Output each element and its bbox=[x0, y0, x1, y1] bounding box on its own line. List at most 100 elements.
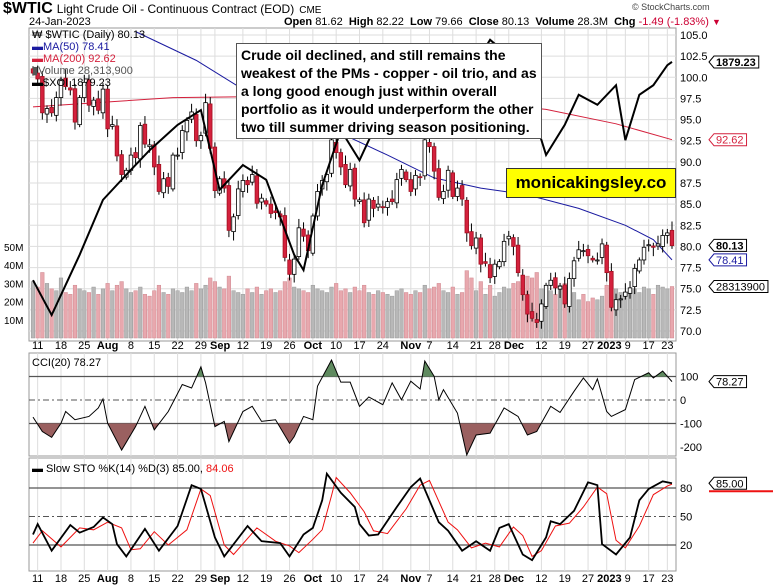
candle-body bbox=[250, 174, 255, 183]
volume-bar bbox=[306, 292, 311, 339]
candle-body bbox=[534, 319, 539, 323]
volume-bar bbox=[77, 288, 82, 339]
volume-bar bbox=[240, 294, 245, 339]
volume-bar bbox=[217, 286, 222, 339]
volume-bar bbox=[58, 277, 64, 339]
candle-body bbox=[464, 199, 469, 234]
volume-bar bbox=[408, 294, 413, 339]
sto-k-line bbox=[32, 471, 673, 562]
legend-volume-text: Volume 28,313,900 bbox=[38, 65, 133, 77]
volume-bar bbox=[516, 281, 521, 339]
date-tick-label: 28 bbox=[489, 340, 501, 352]
volume-callout: 28313900 bbox=[716, 281, 765, 293]
candle-body bbox=[119, 154, 124, 175]
price-tick-label: 97.5 bbox=[680, 93, 701, 105]
candle-body bbox=[291, 258, 297, 275]
volume-bar bbox=[189, 290, 194, 339]
volume-bar bbox=[54, 290, 59, 339]
candle-body bbox=[226, 185, 232, 231]
candle-body bbox=[30, 68, 36, 74]
volume-bar bbox=[357, 290, 362, 339]
candle-body bbox=[86, 79, 92, 106]
date-tick-label: Dec bbox=[504, 573, 524, 585]
date-tick-label: Dec bbox=[504, 340, 524, 352]
candle-body bbox=[68, 87, 73, 91]
candle-body bbox=[515, 244, 521, 274]
candle-body bbox=[301, 228, 306, 237]
price-tick-label: 102.5 bbox=[680, 51, 708, 63]
legend-ma200: ▬MA(200) 92.62 bbox=[32, 53, 116, 65]
candle-body bbox=[114, 125, 120, 157]
panel-cci bbox=[28, 352, 677, 457]
volume-bar bbox=[301, 290, 306, 339]
candle-body bbox=[161, 178, 166, 194]
date-tick-label: 12 bbox=[535, 573, 547, 585]
volume-bar bbox=[413, 290, 418, 339]
candle-body bbox=[44, 108, 50, 115]
panel-sto bbox=[28, 457, 677, 572]
date-tick-label: 8 bbox=[128, 340, 134, 352]
candle-body bbox=[613, 299, 619, 311]
volume-bar bbox=[632, 288, 637, 339]
volume-bar bbox=[259, 294, 264, 339]
date-tick-label: 26 bbox=[283, 573, 295, 585]
date-tick-label: 22 bbox=[171, 340, 183, 352]
candle-body bbox=[525, 294, 530, 315]
candle-body bbox=[595, 259, 600, 262]
volume-bar bbox=[669, 286, 675, 339]
candle-body bbox=[623, 291, 628, 297]
volume-bar bbox=[212, 281, 217, 339]
volume-bar bbox=[254, 286, 259, 339]
candle-body bbox=[478, 237, 483, 265]
volume-bar bbox=[124, 288, 129, 339]
candle-body bbox=[296, 227, 302, 257]
candle-body bbox=[609, 270, 614, 308]
volume-tick-label: 10M bbox=[4, 316, 23, 327]
legend-price-text: $WTIC (Daily) 80.13 bbox=[45, 29, 146, 41]
ma200-callout: 92.62 bbox=[716, 135, 744, 147]
candle-body bbox=[637, 259, 642, 272]
candle-body bbox=[273, 210, 278, 213]
volume-bar bbox=[478, 281, 483, 339]
sto-tick-label: 80 bbox=[680, 483, 692, 495]
legend-ma200-text: MA(200) 92.62 bbox=[43, 53, 116, 65]
candle-body bbox=[441, 191, 446, 200]
date-tick-label: 21 bbox=[470, 573, 482, 585]
candle-icon: ₩ bbox=[32, 29, 43, 41]
volume-bar bbox=[660, 286, 665, 339]
candle-body bbox=[156, 163, 162, 192]
candle-body bbox=[184, 120, 190, 133]
volume-bar bbox=[96, 294, 101, 339]
candle-body bbox=[567, 278, 572, 307]
open-value: 81.62 bbox=[315, 16, 343, 28]
candle-body bbox=[455, 187, 460, 197]
candle-body bbox=[511, 237, 516, 247]
legend-xoi: ▬$XOI 1879.23 bbox=[32, 77, 111, 89]
date-tick-label: 17 bbox=[353, 573, 365, 585]
candle-body bbox=[618, 298, 623, 301]
volume-bar bbox=[278, 290, 283, 339]
volume-bar bbox=[646, 288, 651, 339]
volume-bar bbox=[138, 286, 143, 339]
symbol: $WTIC bbox=[3, 0, 53, 17]
candle-body bbox=[548, 279, 553, 286]
annotation-box: Crude oil declined, and still remains th… bbox=[236, 43, 542, 139]
cci-tick-label: 100 bbox=[680, 372, 698, 384]
volume-bar bbox=[655, 284, 661, 339]
candle-body bbox=[240, 180, 246, 192]
candle-body bbox=[133, 152, 138, 159]
date-tick-label: Sep bbox=[210, 340, 230, 352]
date-tick-label: 2023 bbox=[597, 340, 621, 352]
ma50-callout-box bbox=[708, 253, 748, 267]
date-tick-label: 15 bbox=[148, 340, 160, 352]
date-tick-label: 18 bbox=[55, 340, 67, 352]
volume-bar bbox=[362, 284, 367, 339]
volume-tick-label: 20M bbox=[4, 298, 23, 309]
volume-bar bbox=[184, 286, 189, 339]
candle-body bbox=[287, 259, 292, 275]
xoi-callout: 1879.23 bbox=[716, 57, 756, 69]
volume-bar bbox=[268, 288, 273, 339]
volume-bar bbox=[128, 292, 133, 339]
volume-bar bbox=[91, 286, 96, 339]
ma200-callout-box bbox=[708, 133, 748, 147]
